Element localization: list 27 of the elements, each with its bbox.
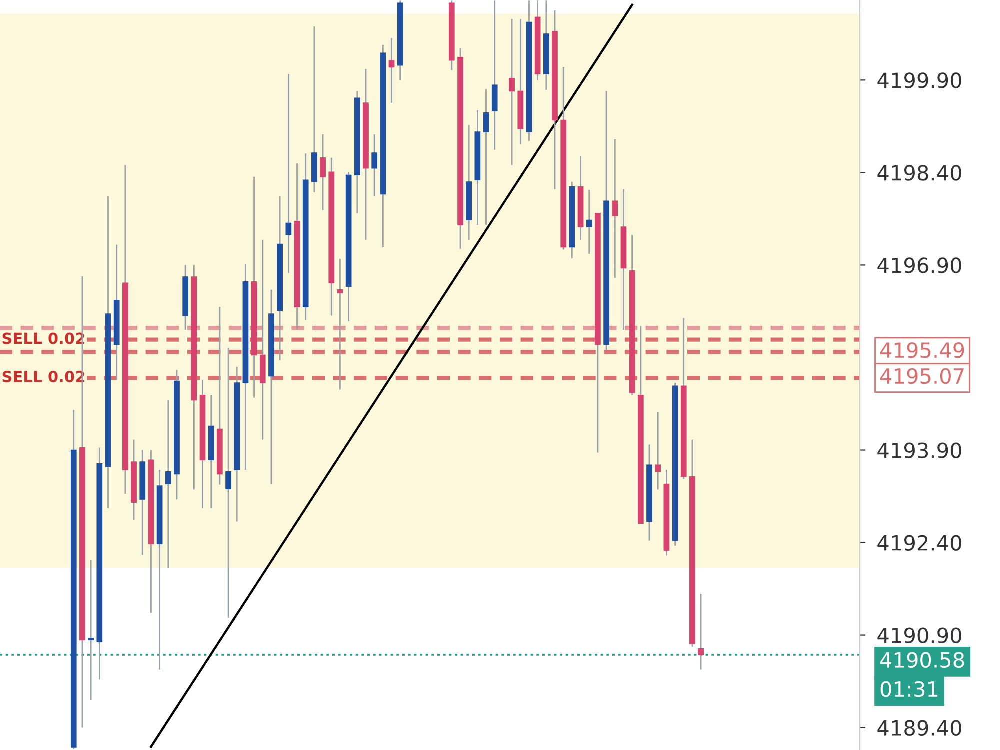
y-tick-label: 4189.40 bbox=[878, 720, 962, 736]
annotation: SELL 0.02 bbox=[2, 332, 84, 344]
candlestick bbox=[509, 18, 515, 166]
candlestick bbox=[612, 138, 618, 279]
y-tick-label: 4190.90 bbox=[878, 628, 962, 644]
annotation: SELL 0.02 bbox=[2, 370, 84, 383]
candlestick bbox=[372, 134, 378, 197]
ref-line-label: 4190.58 bbox=[880, 652, 964, 668]
y-tick-label: 4193.90 bbox=[878, 442, 962, 458]
candlestick bbox=[337, 258, 344, 390]
candlestick bbox=[655, 411, 662, 490]
text: 01:31 bbox=[880, 681, 938, 698]
candlestick bbox=[483, 88, 490, 226]
candlestick bbox=[88, 559, 94, 701]
candlestick bbox=[698, 593, 704, 671]
y-tick-label: 4192.40 bbox=[878, 535, 962, 551]
y-tick-label: 4196.90 bbox=[878, 258, 962, 274]
candlestick bbox=[586, 189, 592, 255]
y-tick-label: 4199.90 bbox=[878, 72, 962, 88]
candlestick bbox=[286, 73, 292, 274]
y-tick-label: 4198.40 bbox=[878, 165, 962, 181]
candlestick bbox=[320, 134, 326, 212]
ref-line-label: 4195.49 bbox=[880, 342, 964, 358]
candlestick bbox=[165, 400, 172, 569]
ref-line-label: 4195.07 bbox=[880, 368, 964, 384]
candlestick bbox=[388, 38, 395, 104]
candlestick bbox=[226, 347, 232, 619]
